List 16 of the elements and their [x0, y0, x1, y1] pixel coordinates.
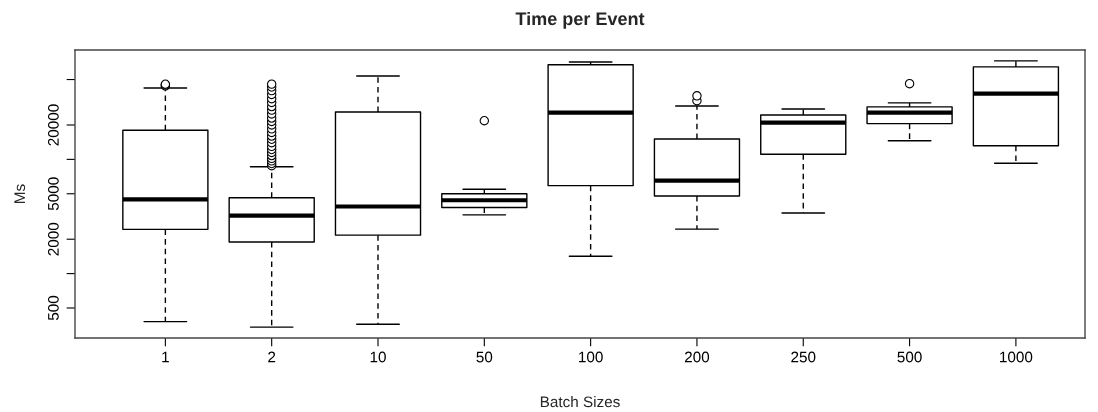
- x-tick-label: 2: [268, 351, 276, 363]
- x-tick-label: 200: [684, 351, 710, 363]
- x-tick-label: 1000: [1000, 351, 1033, 363]
- x-tick-label: 100: [579, 351, 603, 363]
- y-tick-label: 5000: [47, 177, 59, 211]
- y-tick-label: 20000: [47, 104, 59, 146]
- x-tick-label: 50: [476, 351, 493, 363]
- y-axis-title: Ms: [14, 184, 26, 203]
- chart-title: Time per Event: [515, 11, 645, 29]
- x-tick-label: 1: [162, 351, 169, 363]
- y-tick-label: 500: [47, 295, 59, 321]
- x-axis-title: Batch Sizes: [540, 395, 620, 408]
- y-tick-label: 2000: [47, 222, 59, 256]
- x-tick-label: 500: [897, 351, 922, 363]
- x-tick-label: 250: [791, 351, 816, 363]
- x-tick-label: 10: [370, 351, 386, 363]
